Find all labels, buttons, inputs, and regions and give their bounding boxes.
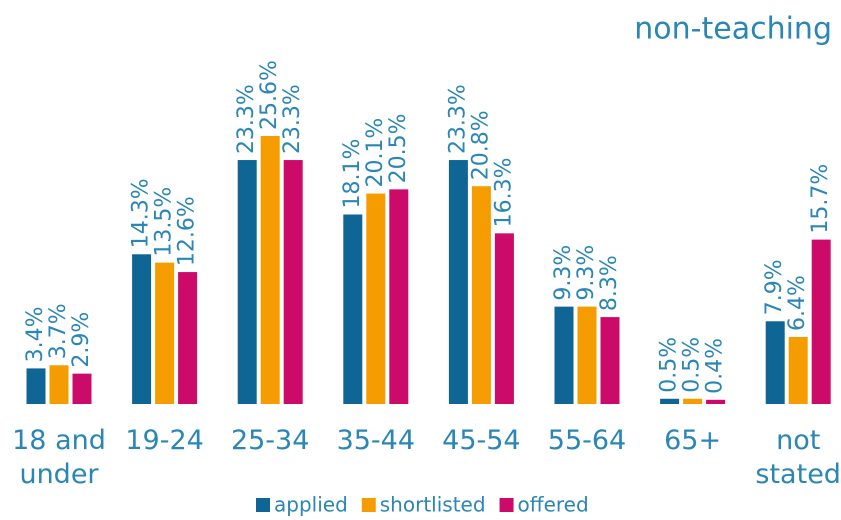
value-label: 3.7% xyxy=(46,303,71,359)
x-tick-label: 45-54 xyxy=(442,425,521,456)
bar xyxy=(554,306,574,404)
value-label: 0.5% xyxy=(657,337,682,393)
x-tick-label: 25-34 xyxy=(230,425,310,456)
bar xyxy=(72,373,92,404)
bar xyxy=(577,306,597,404)
bar xyxy=(660,398,680,404)
bar xyxy=(26,368,46,404)
value-label: 20.8% xyxy=(468,110,493,180)
legend-swatch xyxy=(361,498,376,512)
value-label: 15.7% xyxy=(808,164,833,234)
bar xyxy=(366,193,386,404)
value-label: 9.3% xyxy=(574,245,599,301)
value-label: 9.3% xyxy=(551,245,576,301)
bar xyxy=(706,399,726,404)
bar xyxy=(765,321,785,404)
value-label: 13.5% xyxy=(152,187,177,257)
bar xyxy=(343,214,363,404)
bar xyxy=(49,365,69,404)
value-label: 23.3% xyxy=(234,84,259,154)
x-tick-label: 55-64 xyxy=(547,425,627,456)
bar xyxy=(811,239,831,404)
legend-label: offered xyxy=(518,493,589,517)
x-tick-label: 19-24 xyxy=(125,425,204,456)
bar xyxy=(471,186,491,404)
value-label: 0.4% xyxy=(703,338,728,394)
x-tick-label: not stated xyxy=(755,425,841,490)
bar xyxy=(600,317,620,404)
legend-swatch xyxy=(256,498,270,512)
legend-label: shortlisted xyxy=(380,493,486,517)
value-label: 20.1% xyxy=(363,118,388,188)
bar xyxy=(683,398,703,404)
value-label: 14.3% xyxy=(129,178,154,248)
value-label: 25.6% xyxy=(257,60,282,130)
legend-label: applied xyxy=(274,493,348,517)
bar xyxy=(389,189,409,404)
bar xyxy=(178,272,198,404)
bar xyxy=(155,262,175,404)
legend-swatch xyxy=(499,498,514,512)
bar xyxy=(260,135,280,404)
value-label: 2.9% xyxy=(69,312,94,368)
value-label: 23.3% xyxy=(445,84,470,154)
bar xyxy=(448,160,468,404)
x-tick-label: 65+ xyxy=(664,425,722,456)
x-tick-label: 18 and under xyxy=(12,425,106,490)
value-label: 23.3% xyxy=(280,84,305,154)
value-label: 18.1% xyxy=(340,139,365,209)
value-label: 3.4% xyxy=(23,306,48,362)
value-label: 0.5% xyxy=(680,337,705,393)
value-label: 7.9% xyxy=(762,259,787,315)
bar xyxy=(494,233,514,404)
value-label: 8.3% xyxy=(597,255,622,311)
value-label: 16.3% xyxy=(491,157,516,227)
bar xyxy=(283,160,303,404)
value-label: 12.6% xyxy=(175,196,200,266)
value-label: 20.5% xyxy=(386,113,411,183)
x-tick-label: 35-44 xyxy=(336,425,416,456)
bar xyxy=(132,254,152,404)
chart-title: non-teaching xyxy=(634,12,832,47)
value-label: 6.4% xyxy=(785,275,810,331)
bar xyxy=(788,336,808,404)
bar xyxy=(237,160,257,404)
